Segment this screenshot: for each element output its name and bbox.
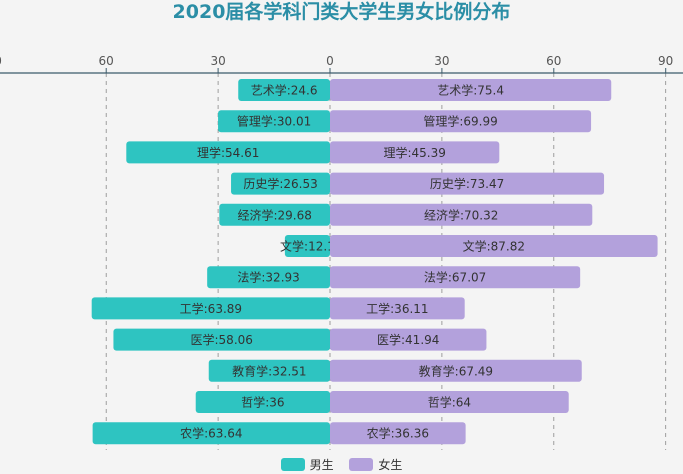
tick-label: 60 <box>546 54 561 68</box>
bar-female <box>330 79 612 101</box>
bar-female <box>330 110 592 133</box>
legend-label-female: 女生 <box>378 458 403 472</box>
bar-female <box>330 359 582 382</box>
bar-female <box>330 297 465 320</box>
bar-female <box>330 266 581 289</box>
data-label: 哲学:64 <box>428 395 471 410</box>
data-label: 教育学:32.51 <box>232 363 306 378</box>
bar-male <box>238 79 330 101</box>
data-label: 农学:63.64 <box>180 426 242 441</box>
legend-item-male[interactable]: 男生 <box>280 456 334 473</box>
bar-male <box>195 391 330 413</box>
data-label: 法学:32.93 <box>237 270 299 285</box>
data-label: 文学:87.82 <box>463 239 525 254</box>
tick-label: 90 <box>0 54 2 68</box>
legend-label-male: 男生 <box>309 458 334 472</box>
data-label: 教育学:67.49 <box>419 363 493 378</box>
data-label: 管理学:69.99 <box>423 114 497 129</box>
tick-label: 0 <box>326 54 334 68</box>
data-label: 哲学:36 <box>241 395 284 410</box>
bar-male <box>126 141 330 164</box>
data-label: 历史学:73.47 <box>430 176 504 191</box>
tick-label: 90 <box>658 54 673 68</box>
data-label: 经济学:70.32 <box>424 207 498 222</box>
data-label: 工学:36.11 <box>366 301 428 316</box>
data-label: 艺术学:24.6 <box>251 83 318 98</box>
bar-male <box>207 266 330 289</box>
bar-female <box>330 235 658 257</box>
bar-female <box>330 328 487 351</box>
bar-male <box>208 359 330 382</box>
bar-male <box>284 235 330 257</box>
bar-female <box>330 422 466 445</box>
chart-title: 2020届各学科门类大学生男女比例分布 <box>172 1 511 23</box>
tick-label: 60 <box>99 54 114 68</box>
data-label: 历史学:26.53 <box>243 176 317 191</box>
legend-swatch-female <box>349 458 374 471</box>
data-label: 医学:41.94 <box>377 332 439 347</box>
bar-female <box>330 141 500 164</box>
data-label: 工学:63.89 <box>180 301 242 316</box>
data-label: 医学:58.06 <box>191 332 253 347</box>
data-label: 农学:36.36 <box>367 426 429 441</box>
data-label: 经济学:29.68 <box>237 207 311 222</box>
bar-female <box>330 391 569 413</box>
legend-item-female[interactable]: 女生 <box>349 456 402 473</box>
tick-label: 30 <box>434 54 449 68</box>
bar-male <box>91 297 330 320</box>
data-label: 艺术学:75.4 <box>437 83 504 98</box>
data-label: 理学:54.61 <box>197 145 259 160</box>
legend: 男生 女生 <box>0 456 683 474</box>
data-label: 法学:67.07 <box>424 270 486 285</box>
bar-female <box>330 203 593 226</box>
bar-female <box>330 172 605 195</box>
legend-swatch-male <box>280 458 305 471</box>
bar-male <box>113 328 330 351</box>
tick-label: 30 <box>210 54 225 68</box>
bar-male <box>231 172 330 195</box>
data-label: 文学:12.1 <box>280 239 335 254</box>
bar-male <box>92 422 330 445</box>
data-label: 管理学:30.01 <box>237 114 311 129</box>
bar-male <box>218 110 330 133</box>
bar-male <box>219 203 330 226</box>
data-label: 理学:45.39 <box>383 145 445 160</box>
